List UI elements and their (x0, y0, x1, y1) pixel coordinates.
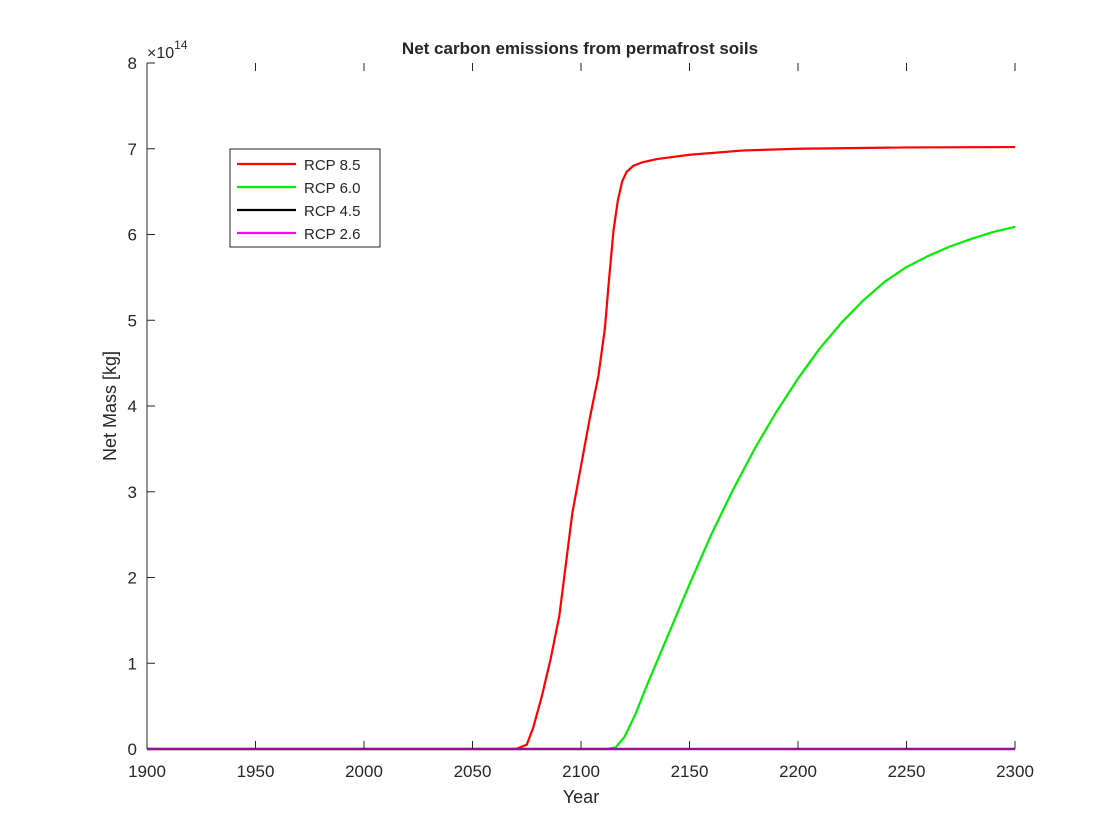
y-tick-label: 2 (128, 569, 137, 588)
x-tick-label: 2250 (888, 762, 926, 781)
y-tick-label: 8 (128, 54, 137, 73)
x-tick-label: 1900 (128, 762, 166, 781)
x-tick-label: 1950 (237, 762, 275, 781)
y-tick-label: 7 (128, 140, 137, 159)
x-ticks: 1900 1950 2000 2050 2100 2150 2200 2250 2300 (128, 63, 1034, 781)
x-tick-label: 2300 (996, 762, 1034, 781)
series-line-rcp-6-0 (147, 225, 1016, 751)
y-tick-label: 4 (128, 397, 137, 416)
y-exponent-power: 14 (174, 38, 188, 52)
chart-title: Net carbon emissions from permafrost soi… (402, 39, 758, 58)
series-line-rcp-8-5 (147, 145, 1016, 751)
y-exponent-label: ×1014 (147, 38, 188, 62)
x-axis-label: Year (563, 787, 599, 807)
legend: RCP 8.5 RCP 6.0 RCP 4.5 RCP 2.6 (229, 148, 381, 248)
legend-label-rcp-6-0: RCP 6.0 (304, 180, 360, 197)
legend-box (229, 148, 381, 248)
y-ticks: 0 1 2 3 4 5 6 7 8 (128, 54, 155, 759)
y-axis-label: Net Mass [kg] (100, 351, 120, 461)
x-tick-label: 2000 (345, 762, 383, 781)
y-tick-label: 5 (128, 311, 137, 330)
x-tick-label: 2150 (671, 762, 709, 781)
y-tick-label: 1 (128, 654, 137, 673)
y-tick-label: 3 (128, 483, 137, 502)
x-tick-label: 2050 (454, 762, 492, 781)
x-tick-label: 2100 (562, 762, 600, 781)
y-tick-label: 6 (128, 226, 137, 245)
legend-items: RCP 8.5 RCP 6.0 RCP 4.5 RCP 2.6 (237, 157, 360, 243)
legend-label-rcp-4-5: RCP 4.5 (304, 203, 360, 220)
legend-label-rcp-2-6: RCP 2.6 (304, 226, 360, 243)
y-exponent-base: ×10 (147, 45, 174, 62)
legend-label-rcp-8-5: RCP 8.5 (304, 157, 360, 174)
x-tick-label: 2200 (779, 762, 817, 781)
y-tick-label: 0 (128, 740, 137, 759)
